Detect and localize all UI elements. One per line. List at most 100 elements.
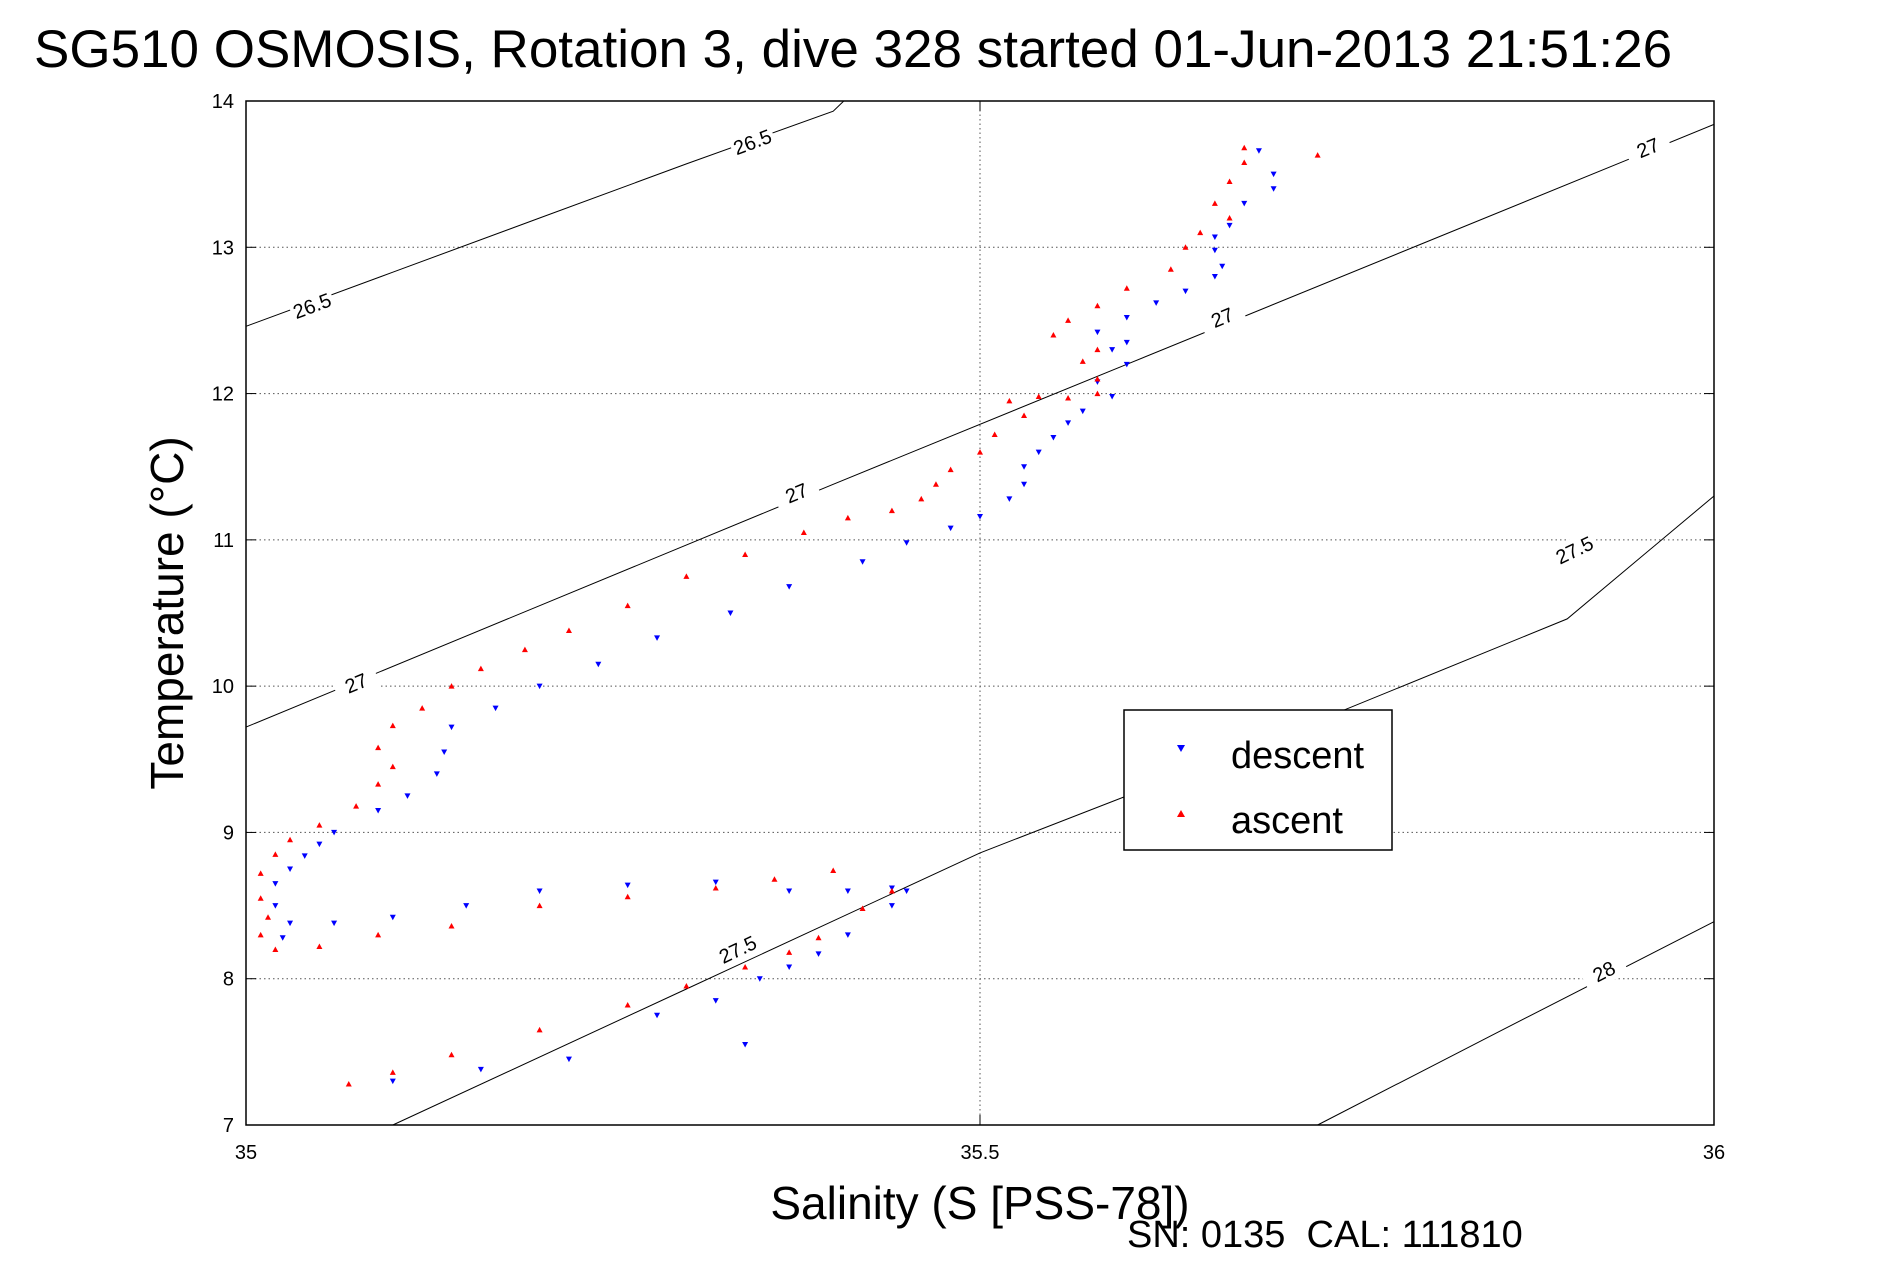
descent-point bbox=[1270, 171, 1277, 178]
ascent-point bbox=[1035, 393, 1042, 399]
descent-point bbox=[844, 932, 851, 938]
chart-title: SG510 OSMOSIS, Rotation 3, dive 328 star… bbox=[34, 20, 1672, 79]
descent-point bbox=[1226, 222, 1233, 229]
ascent-point bbox=[888, 507, 895, 514]
legend-ascent-marker bbox=[1177, 810, 1185, 817]
descent-point bbox=[888, 903, 895, 909]
ascent-point bbox=[1226, 215, 1233, 221]
legend-descent-marker bbox=[1177, 745, 1185, 752]
descent-point bbox=[536, 683, 543, 690]
y-tick-label: 11 bbox=[213, 530, 234, 552]
descent-point bbox=[477, 1066, 484, 1073]
descent-point bbox=[272, 881, 279, 887]
ascent-point bbox=[389, 1069, 396, 1075]
ascent-point bbox=[287, 836, 294, 843]
ascent-point bbox=[683, 983, 690, 989]
descent-point bbox=[301, 853, 308, 859]
ascent-point bbox=[419, 705, 426, 711]
y-tick-label: 14 bbox=[212, 91, 234, 113]
y-tick-label: 12 bbox=[212, 384, 234, 406]
descent-point bbox=[977, 513, 983, 520]
ascent-point bbox=[1065, 317, 1072, 323]
descent-point bbox=[712, 998, 719, 1004]
descent-point bbox=[1123, 339, 1130, 346]
ascent-point bbox=[375, 744, 382, 751]
calibration-footer: SN: 0135 CAL: 111810 bbox=[1127, 1214, 1523, 1256]
x-axis-label: Salinity (S [PSS-78]) bbox=[770, 1177, 1189, 1229]
ascent-point bbox=[947, 466, 954, 473]
descent-point bbox=[1050, 434, 1057, 441]
ascent-point bbox=[477, 665, 484, 672]
descent-point bbox=[441, 749, 448, 755]
descent-point bbox=[1079, 408, 1086, 415]
descent-point bbox=[1021, 481, 1028, 488]
ascent-point bbox=[1241, 159, 1248, 165]
y-tick-label: 9 bbox=[223, 822, 234, 844]
descent-point bbox=[1065, 420, 1072, 426]
y-tick-label: 10 bbox=[212, 676, 234, 698]
descent-point bbox=[272, 903, 279, 909]
descent-point bbox=[279, 935, 286, 941]
axis-ticks: 35 35.5 36 7 8 9 10 11 12 13 14 bbox=[212, 91, 1725, 1164]
descent-point bbox=[287, 866, 294, 872]
ascent-point bbox=[786, 949, 793, 955]
contour-label-bg bbox=[331, 663, 382, 703]
descent-point bbox=[1241, 200, 1248, 207]
descent-point bbox=[903, 888, 910, 894]
ascent-point bbox=[800, 529, 807, 536]
descent-point bbox=[786, 584, 793, 590]
descent-point bbox=[595, 661, 602, 668]
contour-line-26-5 bbox=[245, 100, 845, 327]
descent-point bbox=[463, 903, 470, 909]
y-tick-label: 13 bbox=[212, 237, 234, 259]
ascent-point bbox=[1094, 390, 1101, 397]
descent-point bbox=[742, 1042, 749, 1048]
descent-point bbox=[1123, 361, 1130, 368]
descent-point bbox=[1211, 247, 1218, 254]
descent-point bbox=[448, 724, 455, 731]
ascent-point bbox=[712, 885, 719, 891]
ascent-point bbox=[521, 646, 528, 653]
ascent-point bbox=[272, 851, 279, 857]
ascent-point bbox=[1094, 375, 1101, 382]
contour-line-27 bbox=[245, 123, 1715, 728]
ascent-point bbox=[316, 943, 323, 950]
ascent-point bbox=[1094, 302, 1101, 309]
ascent-point bbox=[742, 551, 749, 557]
ascent-point bbox=[375, 781, 382, 787]
descent-point bbox=[1211, 274, 1218, 280]
ascent-point bbox=[389, 763, 396, 770]
ascent-point bbox=[624, 602, 631, 609]
legend-ascent-label: ascent bbox=[1231, 800, 1343, 842]
descent-point bbox=[947, 525, 954, 532]
ascent-point bbox=[257, 870, 264, 876]
descent-point bbox=[536, 888, 543, 894]
descent-point bbox=[1123, 315, 1130, 321]
descent-point bbox=[859, 559, 866, 565]
ascent-point bbox=[257, 931, 264, 938]
contour-label-bg bbox=[712, 929, 763, 970]
descent-point bbox=[903, 540, 910, 546]
ascent-point bbox=[624, 893, 631, 900]
ascent-point bbox=[1167, 266, 1174, 272]
contour-label-bg bbox=[287, 286, 337, 325]
ascent-point bbox=[565, 627, 572, 634]
ascent-point bbox=[624, 1002, 631, 1008]
descent-point bbox=[375, 807, 382, 814]
descent-point bbox=[1219, 263, 1226, 270]
ascent-point bbox=[536, 902, 543, 909]
descent-point bbox=[1006, 496, 1013, 502]
ascent-point bbox=[859, 905, 866, 911]
descent-point bbox=[389, 914, 396, 921]
descent-point bbox=[786, 888, 793, 894]
ascent-point bbox=[375, 931, 382, 938]
ascent-point bbox=[1197, 229, 1204, 236]
ascent-point bbox=[1211, 200, 1218, 206]
descent-point bbox=[404, 793, 411, 799]
ascent-point bbox=[448, 1051, 455, 1058]
contour-label-bg bbox=[727, 123, 778, 161]
plot-area bbox=[246, 101, 1714, 1125]
ascent-point bbox=[536, 1026, 543, 1033]
descent-point bbox=[654, 635, 661, 641]
